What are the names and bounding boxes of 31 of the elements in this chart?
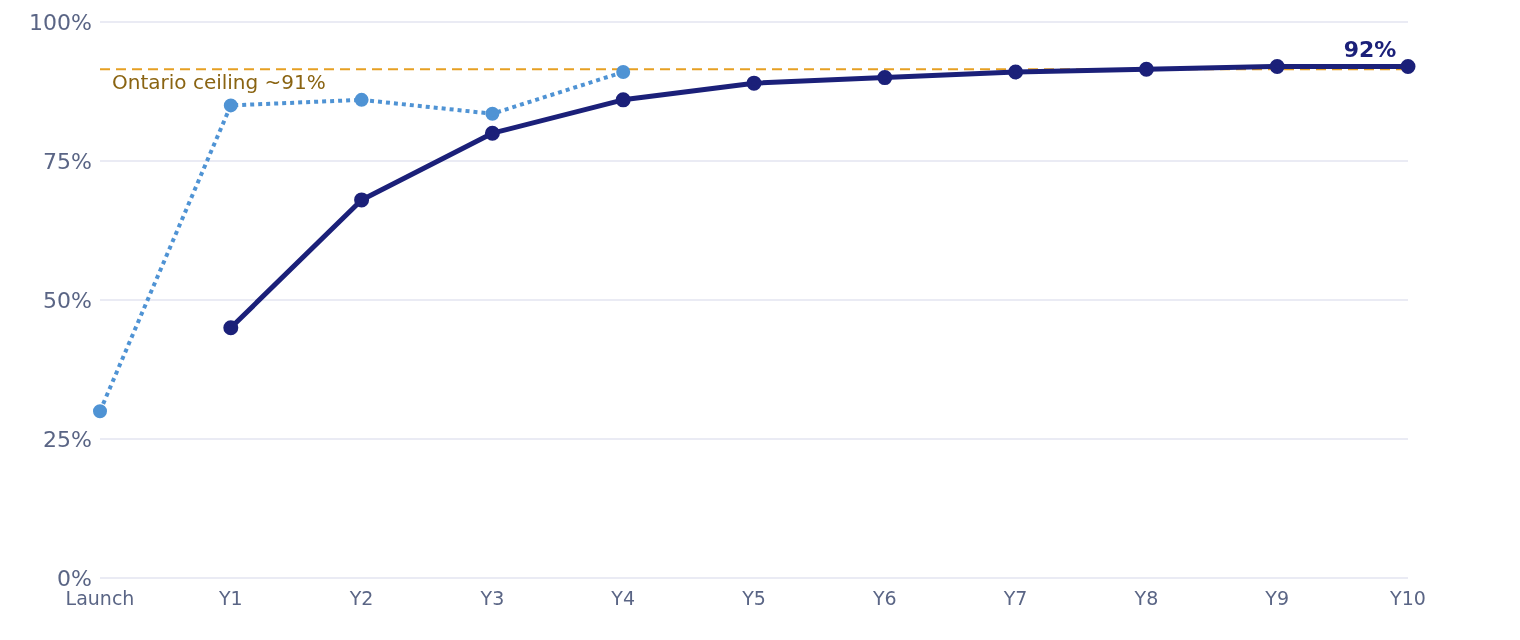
point <box>615 92 631 108</box>
y-tick-label: 75% <box>43 148 92 174</box>
x-tick-label: Y3 <box>479 587 505 610</box>
x-tick-label: Y1 <box>217 587 243 610</box>
x-tick-label: Y7 <box>1002 587 1028 610</box>
point <box>354 192 370 208</box>
point <box>1269 58 1285 74</box>
x-tick-label: Y6 <box>871 587 897 610</box>
y-tick-label: 100% <box>29 9 92 35</box>
point <box>485 106 500 121</box>
ref-line-label: Ontario ceiling ~91% <box>112 70 326 95</box>
x-tick-label: Y8 <box>1133 587 1159 610</box>
point <box>354 92 369 107</box>
point <box>746 75 762 91</box>
x-tick-label: Y4 <box>610 587 636 610</box>
point <box>223 320 239 336</box>
point <box>877 70 893 86</box>
point <box>93 404 107 419</box>
y-tick-label: 25% <box>43 426 92 452</box>
point <box>1400 58 1416 74</box>
point <box>1138 61 1154 77</box>
point <box>484 125 500 141</box>
y-tick-label: 50% <box>43 287 92 313</box>
point <box>1008 64 1024 80</box>
x-tick-label: Y10 <box>1389 587 1426 610</box>
point <box>223 98 238 113</box>
point <box>616 65 631 80</box>
x-tick-label: Y9 <box>1264 587 1290 610</box>
x-tick-label: Y5 <box>741 587 766 610</box>
annotation: 92% <box>1343 37 1397 63</box>
x-tick-label: Y2 <box>348 587 374 610</box>
